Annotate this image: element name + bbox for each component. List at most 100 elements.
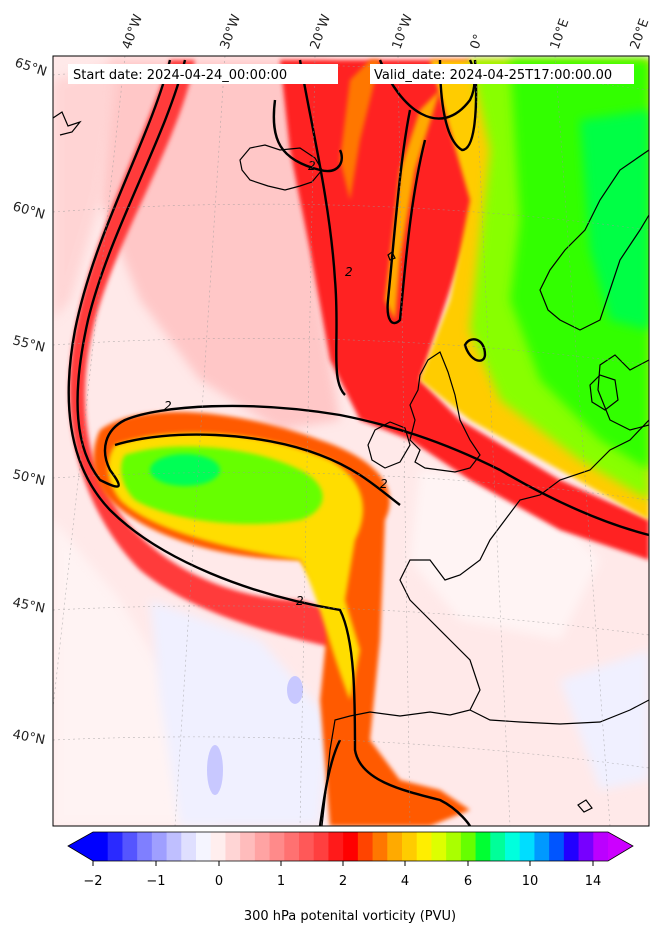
coastlines <box>53 111 649 826</box>
lat-label-40n: 40°N <box>11 727 46 748</box>
lon-label-10e: 10°E <box>548 17 573 52</box>
colorbar-segment <box>254 832 271 861</box>
contour-north-loop <box>438 59 478 152</box>
map-frame <box>52 55 650 827</box>
graticule <box>53 56 649 826</box>
colorbar-segment <box>328 832 344 861</box>
lat-label-45n: 45°N <box>11 595 46 616</box>
lon-label-20w: 20°W <box>308 12 334 51</box>
colorbar-tick-2: 2 <box>339 874 347 889</box>
lat-label-65n: 65°N <box>13 56 49 80</box>
colorbar-segment <box>122 832 138 861</box>
contour-labels: 2 2 2 2 2 <box>164 159 388 608</box>
contour-south-loop <box>318 739 342 826</box>
pv-2-contours <box>67 59 649 826</box>
colorbar-segment <box>563 832 580 861</box>
lon-label-10w: 10°W <box>390 12 416 51</box>
contour-west-trough-outer <box>67 59 472 826</box>
colorbar-segment <box>137 832 153 861</box>
graticule-lon-20w <box>299 56 316 826</box>
colorbar-segment <box>549 832 565 861</box>
low-pv-region-south <box>150 600 330 826</box>
colorbar-tick-0: 0 <box>215 874 223 889</box>
coast-sweden-finland <box>597 354 649 431</box>
coast-iberia-south <box>469 699 649 725</box>
coast-continent <box>321 419 649 826</box>
colorbar-segment <box>431 832 447 861</box>
contour-jet-inner <box>386 109 427 325</box>
graticule-lon-10e <box>554 56 611 826</box>
colorbar-segment <box>593 832 609 861</box>
colorbar-segment <box>505 832 521 861</box>
colorbar-segment <box>475 832 491 861</box>
lon-label-0: 0° <box>468 32 487 51</box>
pv-cutoff-core <box>150 454 220 486</box>
graticule-lon-10w <box>397 56 411 826</box>
colorbar-segment <box>284 832 300 861</box>
colorbar-segment <box>269 832 285 861</box>
lat-label-60n: 60°N <box>11 199 47 222</box>
contour-label-2: 2 <box>296 594 304 608</box>
colorbar-tick-6: 6 <box>464 874 472 889</box>
pv-streak-2 <box>340 60 380 200</box>
colorbar-segment <box>534 832 550 861</box>
colorbar-segment <box>240 832 256 861</box>
contour-jet-left <box>298 59 346 396</box>
graticule-lon-0 <box>474 56 511 826</box>
lat-label-55n: 55°N <box>11 333 46 355</box>
colorbar-segment <box>519 832 535 861</box>
colorbar-tick-neg1: −1 <box>146 874 165 889</box>
pv-streak-1 <box>385 90 440 320</box>
colorbar-segment <box>446 832 462 861</box>
pv-trough-west <box>69 60 345 650</box>
pv-jet-band <box>280 60 649 560</box>
colorbar-segment <box>107 832 123 861</box>
colorbar-tick-4: 4 <box>401 874 409 889</box>
longitude-labels: 40°W 30°W 20°W 10°W 0° 10°E 20°E <box>120 12 653 51</box>
colorbar-tick-14: 14 <box>585 874 602 889</box>
colorbar-extend-low <box>68 832 93 861</box>
low-pv-blob-2 <box>287 676 303 704</box>
coast-norway <box>539 149 649 331</box>
valid-date-label: Valid_date: 2024-04-25T17:00:00.00 <box>374 68 612 83</box>
colorbar-segment <box>93 832 109 861</box>
colorbar-segment <box>299 832 315 861</box>
lon-label-40w: 40°W <box>120 12 146 51</box>
contour-label-5: 2 <box>380 477 388 491</box>
colorbar-extend-high <box>608 832 633 861</box>
colorbar-segment <box>490 832 506 861</box>
contour-west-trough <box>76 59 649 537</box>
colorbar-segment <box>402 832 418 861</box>
colorbar-segment <box>357 832 374 861</box>
graticule-lon-30w <box>174 56 226 826</box>
colorbar-title: 300 hPa potenital vorticity (PVU) <box>244 909 456 924</box>
start-date-label: Start date: 2024-04-24_00:00:00 <box>73 68 287 83</box>
coast-denmark <box>589 374 619 411</box>
graticule-lon-40w <box>53 56 126 711</box>
coast-mediterranean-isle <box>577 799 593 813</box>
colorbar-tick-1: 1 <box>277 874 285 889</box>
colorbar-segment <box>313 832 329 861</box>
contour-north-hook <box>272 99 343 173</box>
colorbar-segment <box>196 832 212 861</box>
coast-faroes <box>387 251 396 261</box>
pv-high-ne-core <box>580 110 649 330</box>
latitude-labels: 65°N 60°N 55°N 50°N 45°N 40°N <box>11 56 49 749</box>
contour-label-4: 2 <box>308 159 316 173</box>
colorbar-segment <box>181 832 197 861</box>
lon-label-20e: 20°E <box>628 17 653 52</box>
lat-label-50n: 50°N <box>11 467 46 489</box>
coast-ireland <box>367 421 411 469</box>
coast-greenland <box>53 111 82 136</box>
contour-label-1: 2 <box>164 399 172 413</box>
map-panel: 2 2 2 2 2 <box>53 56 649 826</box>
colorbar: −2 −1 0 1 2 4 6 10 14 300 hPa potenital … <box>67 831 634 924</box>
contour-label-3: 2 <box>345 265 353 279</box>
colorbar-segment <box>372 832 388 861</box>
colorbar-segment <box>210 832 226 861</box>
colorbar-segments <box>93 832 609 861</box>
colorbar-segment <box>151 832 168 861</box>
colorbar-tick-10: 10 <box>522 874 539 889</box>
contour-cutoff-inner <box>114 433 401 506</box>
